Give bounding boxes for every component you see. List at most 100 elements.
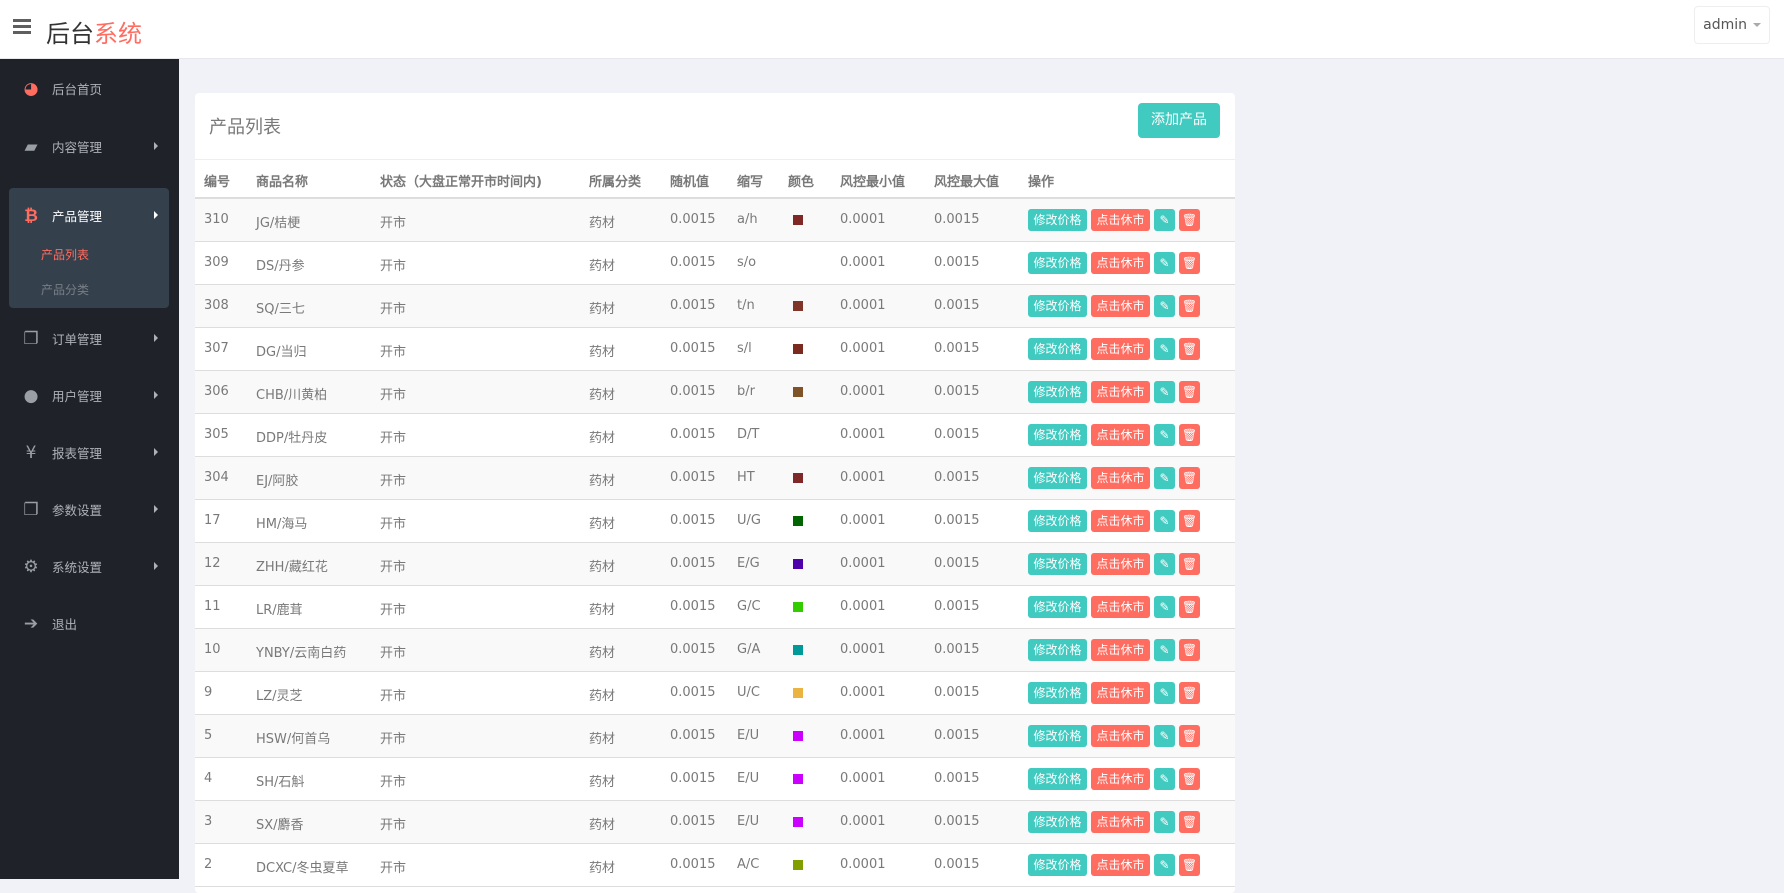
sidebar-item-content[interactable]: ▰ 内容管理 xyxy=(9,119,169,174)
edit-price-button[interactable]: 修改价格 xyxy=(1028,854,1087,876)
close-market-button[interactable]: 点击休市 xyxy=(1091,209,1150,231)
cell-random: 0.0015 xyxy=(670,513,716,528)
edit-button[interactable]: ✎ xyxy=(1154,639,1175,661)
cell-min: 0.0001 xyxy=(840,298,886,313)
close-market-button[interactable]: 点击休市 xyxy=(1091,639,1150,661)
edit-price-button[interactable]: 修改价格 xyxy=(1028,725,1087,747)
edit-price-button[interactable]: 修改价格 xyxy=(1028,682,1087,704)
delete-button[interactable]: 🗑 xyxy=(1179,596,1200,618)
delete-button[interactable]: 🗑 xyxy=(1179,725,1200,747)
edit-price-button[interactable]: 修改价格 xyxy=(1028,295,1087,317)
delete-button[interactable]: 🗑 xyxy=(1179,854,1200,876)
edit-price-button[interactable]: 修改价格 xyxy=(1028,381,1087,403)
edit-button[interactable]: ✎ xyxy=(1154,381,1175,403)
sidebar-item-system[interactable]: ⚙ 系统设置 xyxy=(9,539,169,594)
edit-button[interactable]: ✎ xyxy=(1154,725,1175,747)
edit-button[interactable]: ✎ xyxy=(1154,467,1175,489)
edit-price-button[interactable]: 修改价格 xyxy=(1028,424,1087,446)
trash-icon: 🗑 xyxy=(1181,557,1198,571)
close-market-button[interactable]: 点击休市 xyxy=(1091,682,1150,704)
cell-max: 0.0015 xyxy=(934,599,980,614)
edit-button[interactable]: ✎ xyxy=(1154,553,1175,575)
sidebar-item-label: 内容管理 xyxy=(52,140,103,155)
delete-button[interactable]: 🗑 xyxy=(1179,510,1200,532)
cell-category: 药材 xyxy=(589,302,616,317)
delete-button[interactable]: 🗑 xyxy=(1179,338,1200,360)
edit-button[interactable]: ✎ xyxy=(1154,209,1175,231)
sidebar-subitem-product-category[interactable]: 产品分类 xyxy=(41,283,90,297)
sidebar-item-params[interactable]: ❐ 参数设置 xyxy=(9,482,169,537)
cell-id: 10 xyxy=(204,642,221,657)
edit-price-button[interactable]: 修改价格 xyxy=(1028,252,1087,274)
edit-price-button[interactable]: 修改价格 xyxy=(1028,768,1087,790)
edit-button[interactable]: ✎ xyxy=(1154,424,1175,446)
sidebar-item-users[interactable]: ● 用户管理 xyxy=(9,368,169,423)
delete-button[interactable]: 🗑 xyxy=(1179,381,1200,403)
pencil-icon: ✎ xyxy=(1159,299,1170,313)
delete-button[interactable]: 🗑 xyxy=(1179,424,1200,446)
delete-button[interactable]: 🗑 xyxy=(1179,682,1200,704)
edit-button[interactable]: ✎ xyxy=(1154,768,1175,790)
color-swatch xyxy=(793,301,803,311)
close-market-button[interactable]: 点击休市 xyxy=(1091,252,1150,274)
edit-price-button[interactable]: 修改价格 xyxy=(1028,639,1087,661)
delete-button[interactable]: 🗑 xyxy=(1179,467,1200,489)
close-market-button[interactable]: 点击休市 xyxy=(1091,381,1150,403)
delete-button[interactable]: 🗑 xyxy=(1179,768,1200,790)
cell-random: 0.0015 xyxy=(670,255,716,270)
delete-button[interactable]: 🗑 xyxy=(1179,639,1200,661)
close-market-button[interactable]: 点击休市 xyxy=(1091,467,1150,489)
cell-name: LR/鹿茸 xyxy=(256,603,303,618)
delete-button[interactable]: 🗑 xyxy=(1179,295,1200,317)
edit-price-button[interactable]: 修改价格 xyxy=(1028,553,1087,575)
close-market-button[interactable]: 点击休市 xyxy=(1091,811,1150,833)
edit-button[interactable]: ✎ xyxy=(1154,682,1175,704)
edit-button[interactable]: ✎ xyxy=(1154,252,1175,274)
table-row: 310 JG/桔梗 开市 药材 0.0015 a/h 0.0001 0.0015 修改价格 点击休… xyxy=(195,199,1235,242)
edit-price-button[interactable]: 修改价格 xyxy=(1028,209,1087,231)
cell-abbr: s/o xyxy=(737,255,757,270)
sidebar-item-dashboard[interactable]: ◕ 后台首页 xyxy=(9,61,169,116)
close-market-button[interactable]: 点击休市 xyxy=(1091,854,1150,876)
delete-button[interactable]: 🗑 xyxy=(1179,209,1200,231)
close-market-button[interactable]: 点击休市 xyxy=(1091,510,1150,532)
close-market-button[interactable]: 点击休市 xyxy=(1091,553,1150,575)
edit-price-button[interactable]: 修改价格 xyxy=(1028,338,1087,360)
cell-status: 开市 xyxy=(380,388,407,403)
col-id: 编号 xyxy=(204,175,231,190)
edit-price-button[interactable]: 修改价格 xyxy=(1028,596,1087,618)
edit-button[interactable]: ✎ xyxy=(1154,811,1175,833)
delete-button[interactable]: 🗑 xyxy=(1179,553,1200,575)
edit-button[interactable]: ✎ xyxy=(1154,338,1175,360)
edit-button[interactable]: ✎ xyxy=(1154,854,1175,876)
menu-toggle-icon[interactable] xyxy=(13,19,31,35)
app-logo[interactable]: 后台系统 xyxy=(46,14,142,49)
pencil-icon: ✎ xyxy=(1159,385,1170,399)
close-market-button[interactable]: 点击休市 xyxy=(1091,295,1150,317)
sidebar-subitem-product-list[interactable]: 产品列表 xyxy=(41,248,90,262)
close-market-button[interactable]: 点击休市 xyxy=(1091,768,1150,790)
close-market-button[interactable]: 点击休市 xyxy=(1091,424,1150,446)
delete-button[interactable]: 🗑 xyxy=(1179,252,1200,274)
cell-random: 0.0015 xyxy=(670,212,716,227)
delete-button[interactable]: 🗑 xyxy=(1179,811,1200,833)
edit-button[interactable]: ✎ xyxy=(1154,596,1175,618)
close-market-button[interactable]: 点击休市 xyxy=(1091,725,1150,747)
close-market-button[interactable]: 点击休市 xyxy=(1091,596,1150,618)
edit-price-button[interactable]: 修改价格 xyxy=(1028,510,1087,532)
pencil-icon: ✎ xyxy=(1159,557,1170,571)
sidebar-item-reports[interactable]: ¥ 报表管理 xyxy=(9,425,169,480)
sidebar-item-logout[interactable]: ➔ 退出 xyxy=(9,596,169,651)
edit-price-button[interactable]: 修改价格 xyxy=(1028,467,1087,489)
cell-status: 开市 xyxy=(380,431,407,446)
close-market-button[interactable]: 点击休市 xyxy=(1091,338,1150,360)
user-dropdown[interactable]: admin xyxy=(1694,6,1770,44)
cell-id: 308 xyxy=(204,298,229,313)
sidebar-group-products: ₿ 产品管理 产品列表 产品分类 xyxy=(9,188,169,308)
add-product-button[interactable]: 添加产品 xyxy=(1138,103,1220,138)
edit-button[interactable]: ✎ xyxy=(1154,295,1175,317)
edit-button[interactable]: ✎ xyxy=(1154,510,1175,532)
sidebar-item-products[interactable]: ₿ 产品管理 xyxy=(9,188,169,243)
sidebar-item-orders[interactable]: ❐ 订单管理 xyxy=(9,311,169,366)
edit-price-button[interactable]: 修改价格 xyxy=(1028,811,1087,833)
